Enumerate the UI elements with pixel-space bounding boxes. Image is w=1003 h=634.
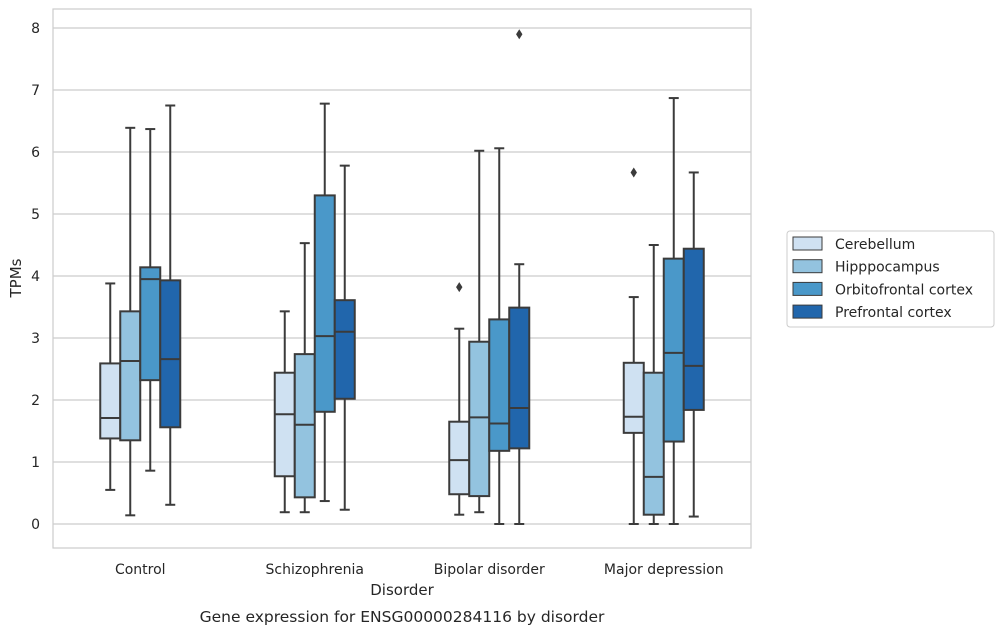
y-tick-label-7: 7 [31,83,40,99]
legend-swatch [792,304,823,319]
legend: Cerebellum Hipppocampus Orbitofrontal cort… [786,230,995,328]
y-tick-label-2: 2 [31,393,40,409]
y-tick-label-4: 4 [31,269,40,285]
box-iqr [662,257,685,443]
y-tick-label-3: 3 [31,331,40,347]
box-orbitofrontal-cortex [662,97,685,525]
box-iqr [682,247,705,411]
boxes [99,29,705,525]
box-iqr [333,299,356,400]
box-iqr [508,306,531,450]
box-hipppocampus [642,244,665,525]
box-orbitofrontal-cortex [313,102,336,503]
legend-label: Cerebellum [835,237,915,253]
box-iqr [488,318,511,452]
x-tick-label: Control [115,562,166,578]
box-cerebellum [448,282,471,516]
plot-area [52,8,752,549]
box-cerebellum [622,167,645,525]
box-iqr [313,194,336,413]
box-hipppocampus [119,126,142,517]
outlier-point [630,167,637,178]
box-iqr [139,266,162,382]
x-axis-ticks: Control Schizophrenia Bipolar disorder Majo… [115,562,724,578]
box-cerebellum [99,282,122,491]
box-prefrontal-cortex [682,171,705,518]
y-tick-label-5: 5 [31,207,40,223]
box-hipppocampus [293,242,316,514]
x-tick-label: Schizophrenia [266,562,364,578]
y-tick-label-1: 1 [31,455,40,471]
box-iqr [99,362,122,440]
legend-frame [786,230,995,328]
chart-caption: Gene expression for ENSG00000284116 by d… [200,608,605,626]
y-tick-label-8: 8 [31,21,40,37]
box-cerebellum [273,310,296,514]
box-prefrontal-cortex [508,29,531,525]
box-orbitofrontal-cortex [488,147,511,525]
x-tick-label: Bipolar disorder [434,562,545,578]
box-iqr [642,371,665,516]
box-iqr [468,340,491,498]
box-prefrontal-cortex [333,164,356,511]
legend-label: Prefrontal cortex [835,305,952,321]
legend-swatch [792,281,823,296]
box-iqr [622,361,645,434]
legend-swatch [792,236,823,251]
legend-swatch [792,259,823,274]
outlier-point [516,29,523,40]
legend-label: Orbitofrontal cortex [835,282,973,298]
y-axis-ticks: 0 1 2 3 4 5 6 7 8 [31,21,40,533]
box-iqr [448,420,471,496]
y-tick-label-0: 0 [31,517,40,533]
x-tick-label: Major depression [604,562,724,578]
y-axis-label: TPMs [7,258,25,298]
x-axis-label: Disorder [370,581,434,599]
legend-label: Hipppocampus [835,260,940,276]
box-iqr [273,371,296,478]
box-prefrontal-cortex [159,104,182,506]
box-hipppocampus [468,149,491,514]
box-orbitofrontal-cortex [139,128,162,472]
box-iqr [159,279,182,429]
outlier-point [456,282,463,293]
box-iqr [119,310,142,442]
y-tick-label-6: 6 [31,145,40,161]
